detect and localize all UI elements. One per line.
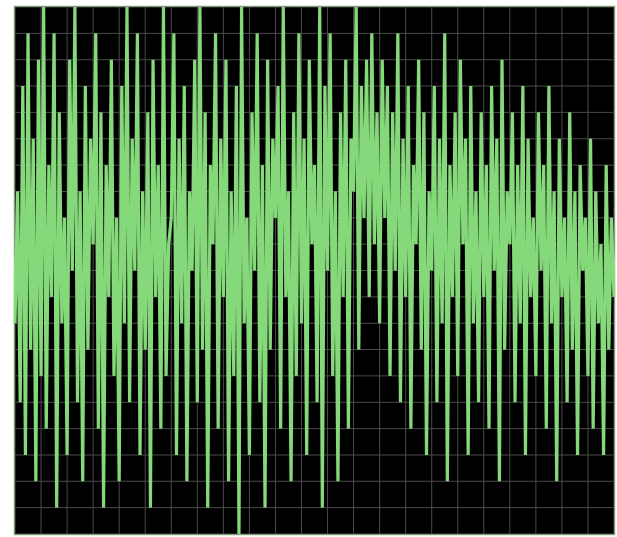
- signal-line: [13, 6, 616, 535]
